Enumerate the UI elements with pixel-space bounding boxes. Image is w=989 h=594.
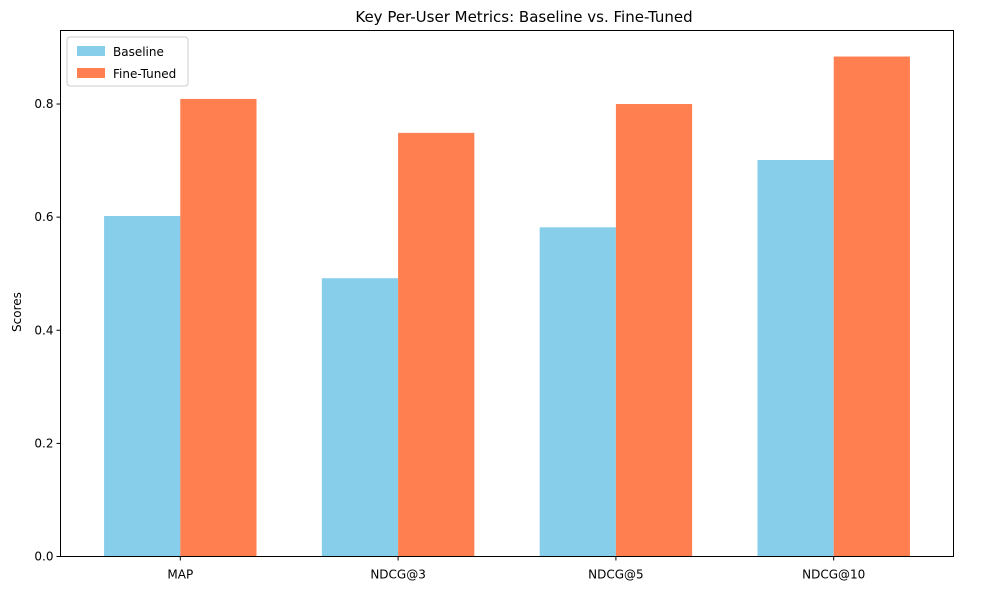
y-tick-label: 0.0 <box>34 550 53 564</box>
x-tick-label-map: MAP <box>167 568 193 582</box>
bar-fine-tuned-ndcg-5 <box>615 104 693 557</box>
bar-baseline-ndcg-10 <box>757 160 834 557</box>
legend-swatch-fine-tuned <box>77 68 105 78</box>
y-tick-label: 0.4 <box>34 323 53 337</box>
bar-fine-tuned-map <box>180 98 257 557</box>
bar-baseline-ndcg-3 <box>321 278 399 557</box>
y-tick-label: 0.6 <box>34 210 53 224</box>
legend: Baseline Fine-Tuned <box>66 36 189 87</box>
bar-baseline-map <box>104 216 181 557</box>
x-tick-label-ndcg-3: NDCG@3 <box>370 568 426 582</box>
y-axis-label: Scores <box>10 292 24 332</box>
x-tick-label-ndcg-5: NDCG@5 <box>588 568 644 582</box>
y-tick-label: 0.2 <box>34 436 53 450</box>
bar-fine-tuned-ndcg-10 <box>833 56 910 557</box>
legend-label-fine-tuned: Fine-Tuned <box>113 67 176 81</box>
bars-layer <box>104 56 910 557</box>
x-axis: MAP NDCG@3 NDCG@5 NDCG@10 <box>167 556 865 582</box>
chart-title: Key Per-User Metrics: Baseline vs. Fine-… <box>355 8 692 26</box>
legend-label-baseline: Baseline <box>113 45 164 59</box>
bar-fine-tuned-ndcg-3 <box>398 132 475 557</box>
plot-frame <box>60 30 954 557</box>
y-axis: 0.0 0.2 0.4 0.6 0.8 <box>34 97 61 564</box>
legend-swatch-baseline <box>77 46 105 56</box>
x-tick-label-ndcg-10: NDCG@10 <box>802 568 865 582</box>
y-tick-label: 0.8 <box>34 97 53 111</box>
bar-baseline-ndcg-5 <box>539 227 616 557</box>
